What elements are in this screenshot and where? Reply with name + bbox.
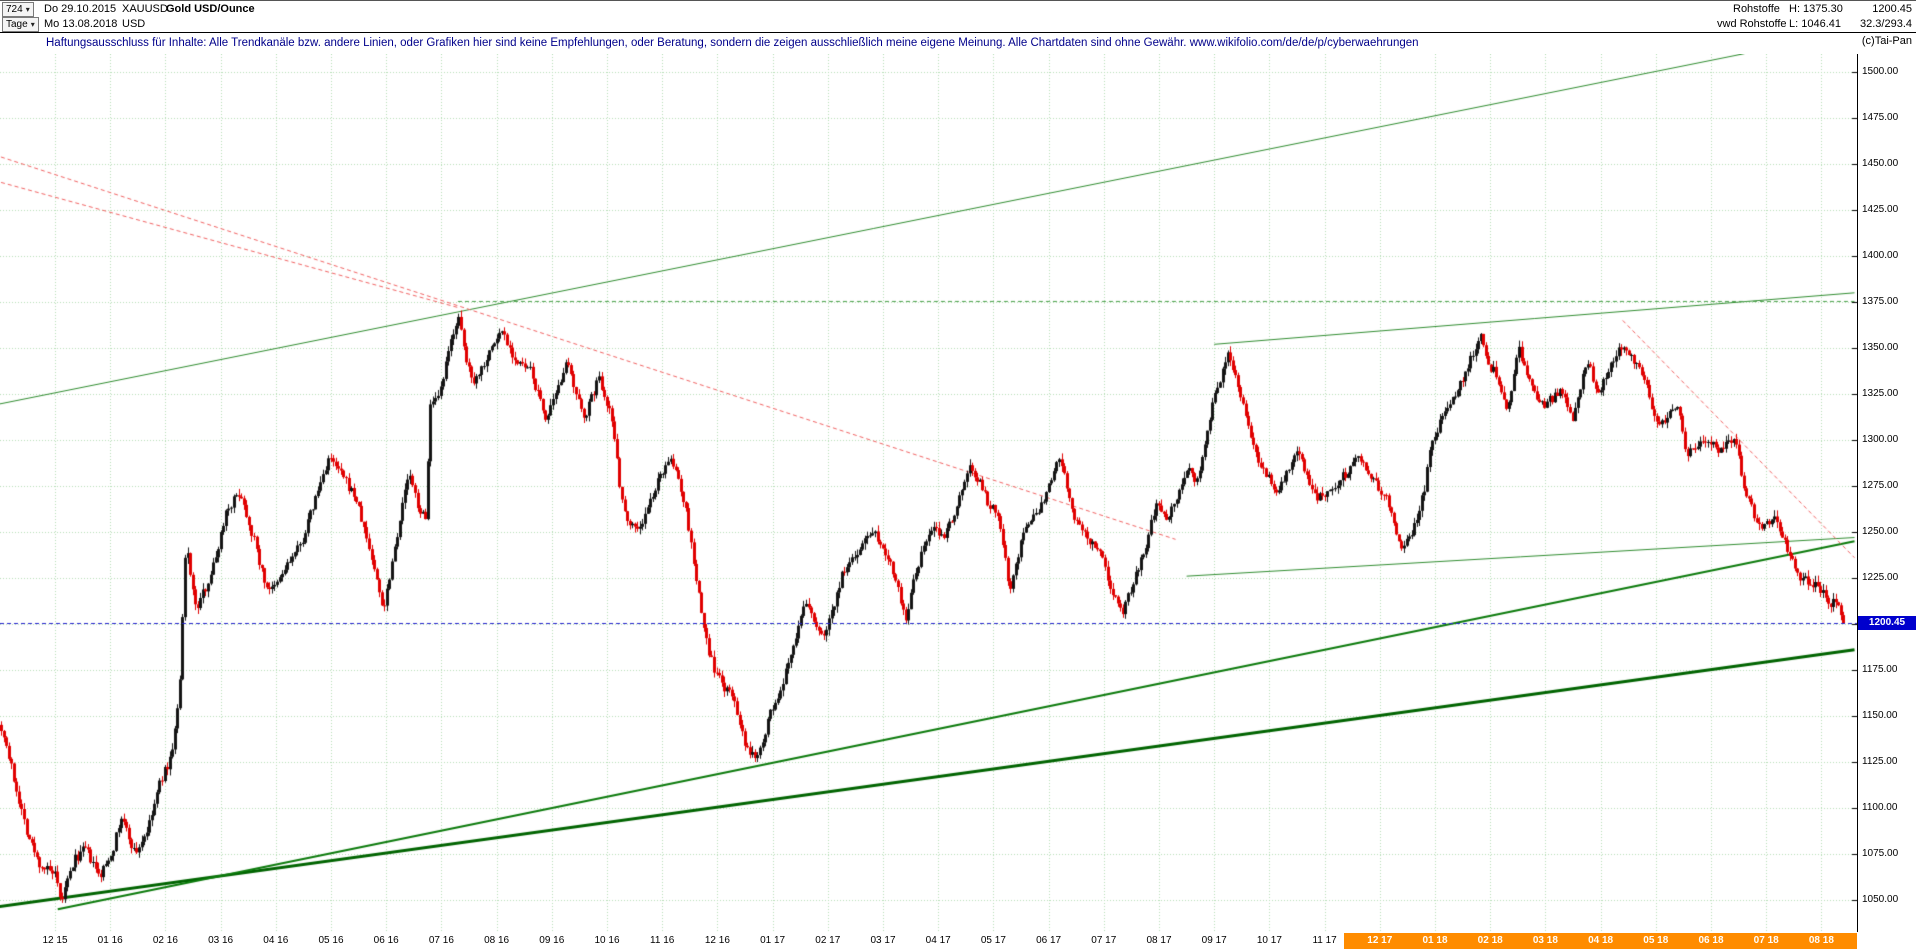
instrument-label: Gold USD/Ounce xyxy=(166,3,255,15)
y-axis-label: 1325.00 xyxy=(1862,388,1899,399)
price-chart-canvas[interactable] xyxy=(0,54,1857,932)
x-axis-label: 09 16 xyxy=(539,935,565,946)
symbol-label: XAUUSD xyxy=(122,3,168,15)
last-value-top: 1200.45 xyxy=(1872,3,1912,15)
x-axis-label: 01 17 xyxy=(760,935,786,946)
x-axis-label: 08 18 xyxy=(1808,935,1834,946)
y-axis-label: 1450.00 xyxy=(1862,158,1899,169)
x-axis-label: 12 15 xyxy=(42,935,68,946)
period-value: Tage xyxy=(6,19,28,30)
data-source-label: vwd Rohstoffe xyxy=(1717,18,1787,30)
y-axis-label: 1100.00 xyxy=(1862,802,1898,813)
y-axis-label: 1425.00 xyxy=(1862,204,1899,215)
x-axis-label: 10 17 xyxy=(1256,935,1282,946)
last-price-badge: 1200.45 xyxy=(1858,616,1916,631)
x-axis-label: 07 16 xyxy=(428,935,454,946)
disclaimer: Haftungsausschluss für Inhalte: Alle Tre… xyxy=(46,37,1419,49)
x-axis-label: 04 18 xyxy=(1588,935,1614,946)
x-axis-label: 07 17 xyxy=(1091,935,1117,946)
x-axis-label: 07 18 xyxy=(1753,935,1779,946)
x-axis-label: 06 16 xyxy=(373,935,399,946)
x-axis-label: 08 16 xyxy=(484,935,510,946)
bars-count-value: 724 xyxy=(6,4,23,15)
y-axis-label: 1150.00 xyxy=(1862,710,1898,721)
x-axis-label: 05 16 xyxy=(318,935,344,946)
y-axis-label: 1275.00 xyxy=(1862,480,1899,491)
currency-label: USD xyxy=(122,18,146,30)
y-axis-label: 1375.00 xyxy=(1862,296,1899,307)
x-axis-label: 06 17 xyxy=(1036,935,1062,946)
chevron-down-icon: ▾ xyxy=(25,5,30,14)
date-from: Do 29.10.2015 xyxy=(44,3,117,15)
y-axis-label: 1050.00 xyxy=(1862,894,1899,905)
stat-value: 32.3/293.4 xyxy=(1860,18,1912,30)
time-axis[interactable]: 12 15 01 16 02 16 03 16 04 16 05 16 06 16 07 16… xyxy=(0,932,1857,952)
x-axis-label: 02 18 xyxy=(1477,935,1503,946)
header-divider xyxy=(0,32,1916,33)
price-axis[interactable]: 1500.00 1475.00 1450.00 1425.00 1400.00 1375.… xyxy=(1860,54,1916,932)
y-axis-label: 1225.00 xyxy=(1862,572,1899,583)
x-axis-label: 12 17 xyxy=(1367,935,1393,946)
highlight-period-strip xyxy=(1344,933,1857,949)
x-axis-label: 11 17 xyxy=(1312,935,1337,946)
x-axis-label: 11 16 xyxy=(650,935,675,946)
y-axis-label: 1125.00 xyxy=(1862,756,1898,767)
date-to: Mo 13.08.2018 xyxy=(44,18,118,30)
x-axis-label: 04 17 xyxy=(925,935,951,946)
x-axis-label: 05 18 xyxy=(1643,935,1669,946)
x-axis-label: 02 17 xyxy=(815,935,841,946)
y-axis-label: 1300.00 xyxy=(1862,434,1899,445)
chart-plot-area xyxy=(0,54,1858,932)
period-select[interactable]: Tage ▾ xyxy=(2,17,39,32)
copyright-label: (c)Tai-Pan xyxy=(1861,35,1912,47)
window-top-border xyxy=(0,0,1916,1)
y-axis-label: 1350.00 xyxy=(1862,342,1899,353)
x-axis-label: 12 16 xyxy=(704,935,730,946)
disclaimer-text: Haftungsausschluss für Inhalte: Alle Tre… xyxy=(46,37,1187,49)
x-axis-label: 03 18 xyxy=(1532,935,1558,946)
x-axis-label: 08 17 xyxy=(1146,935,1172,946)
x-axis-label: 04 16 xyxy=(263,935,289,946)
y-axis-label: 1400.00 xyxy=(1862,250,1899,261)
x-axis-label: 05 17 xyxy=(980,935,1006,946)
x-axis-label: 09 17 xyxy=(1201,935,1227,946)
chevron-down-icon: ▾ xyxy=(30,20,35,29)
category-label: Rohstoffe xyxy=(1733,3,1780,15)
y-axis-label: 1075.00 xyxy=(1862,848,1899,859)
y-axis-label: 1500.00 xyxy=(1862,66,1899,77)
y-axis-label: 1175.00 xyxy=(1862,664,1898,675)
x-axis-label: 01 18 xyxy=(1422,935,1448,946)
y-axis-label: 1250.00 xyxy=(1862,526,1899,537)
x-axis-label: 03 16 xyxy=(208,935,234,946)
x-axis-label: 02 16 xyxy=(152,935,178,946)
x-axis-label: 01 16 xyxy=(97,935,123,946)
x-axis-label: 06 18 xyxy=(1698,935,1724,946)
x-axis-label: 10 16 xyxy=(594,935,620,946)
low-value: L: 1046.41 xyxy=(1789,18,1841,30)
y-axis-label: 1475.00 xyxy=(1862,112,1899,123)
high-value: H: 1375.30 xyxy=(1789,3,1843,15)
wikifolio-link[interactable]: www.wikifolio.com/de/de/p/cyberwaehrunge… xyxy=(1189,37,1419,49)
bars-count-select[interactable]: 724 ▾ xyxy=(2,2,34,17)
x-axis-label: 03 17 xyxy=(870,935,896,946)
